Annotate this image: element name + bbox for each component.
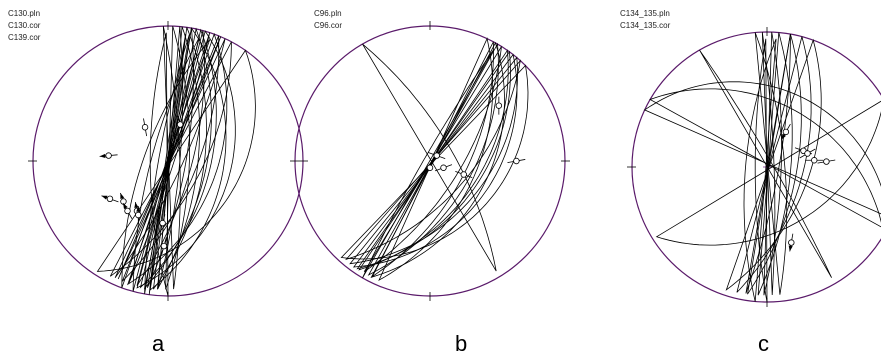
file-label-b-1: C96.pln <box>314 9 342 18</box>
file-label-a-1: C130.pln <box>8 9 40 18</box>
striation-pole <box>136 212 142 218</box>
striation-pole <box>789 240 795 246</box>
panel-letter-b: b <box>455 331 467 356</box>
fault-plane-great-circle <box>110 42 231 276</box>
stereonet-panel-c: C134_135.pln C134_135.cor c <box>620 9 881 356</box>
striation-pole <box>160 220 166 226</box>
slip-arrow <box>101 196 107 200</box>
slip-arrow <box>134 202 138 208</box>
striation-pole <box>461 172 467 178</box>
fault-plane-great-circle <box>371 43 504 277</box>
stereonet-c <box>627 27 881 307</box>
striation-pole <box>125 208 131 214</box>
slip-arrow <box>100 154 106 158</box>
striation-pole <box>514 158 520 164</box>
file-label-b-2: C96.cor <box>314 21 342 30</box>
striation-pole <box>441 165 447 171</box>
striation-pole <box>161 243 167 249</box>
slip-arrow <box>789 246 793 252</box>
file-label-c-2: C134_135.cor <box>620 21 671 30</box>
striation-pole <box>142 124 148 130</box>
stereonet-a <box>28 21 308 301</box>
file-label-c-1: C134_135.pln <box>620 9 670 18</box>
striation-pole <box>106 153 112 159</box>
striation-pole <box>824 159 830 165</box>
file-label-a-3: C139.cor <box>8 33 41 42</box>
slip-arrow <box>120 193 124 199</box>
striation-pole <box>107 196 113 202</box>
striation-pole <box>177 122 183 128</box>
panel-letter-c: c <box>758 331 769 356</box>
striation-pole <box>811 157 817 163</box>
stereonet-panel-b: C96.pln C96.cor b <box>290 9 570 356</box>
file-label-a-2: C130.cor <box>8 21 41 30</box>
fault-plane-great-circle <box>118 37 221 279</box>
striation-pole <box>496 103 502 109</box>
striation-pole <box>427 165 433 171</box>
stereonet-b <box>290 21 570 301</box>
stereonet-panel-a: C130.pln C130.cor C139.cor a <box>8 9 308 356</box>
panel-letter-a: a <box>152 331 165 356</box>
striation-pole <box>434 153 440 159</box>
fault-plane-great-circle <box>122 40 210 288</box>
striation-pole <box>805 151 811 157</box>
striation-pole <box>783 129 789 135</box>
